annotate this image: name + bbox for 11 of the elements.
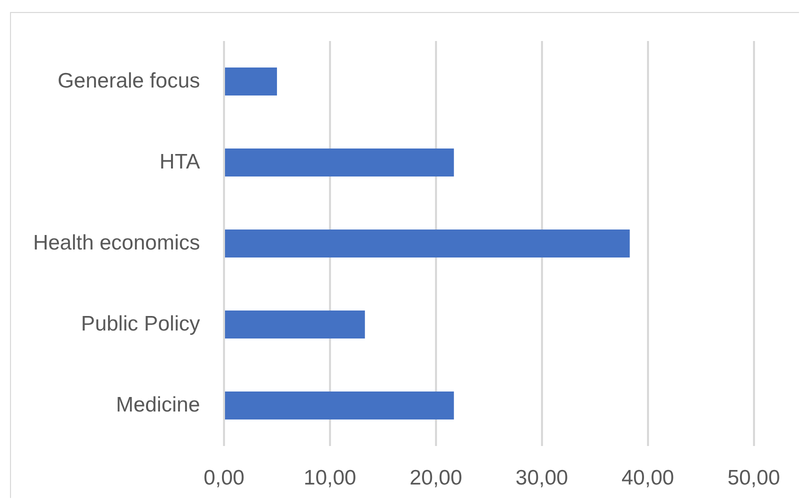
x-tick-label: 50,00 <box>727 466 780 490</box>
y-tick-label: HTA <box>160 150 200 174</box>
x-tick-label: 0,00 <box>204 466 244 490</box>
x-tick-label: 20,00 <box>410 466 462 490</box>
x-tick-label: 40,00 <box>622 466 674 490</box>
y-tick-label: Generale focus <box>58 69 200 92</box>
x-tick-label: 10,00 <box>304 466 356 490</box>
y-tick-label: Public Policy <box>80 312 200 336</box>
y-tick-label: Health economics <box>33 231 200 254</box>
y-tick-label: Medicine <box>116 393 200 416</box>
x-tick-label: 30,00 <box>516 466 568 490</box>
